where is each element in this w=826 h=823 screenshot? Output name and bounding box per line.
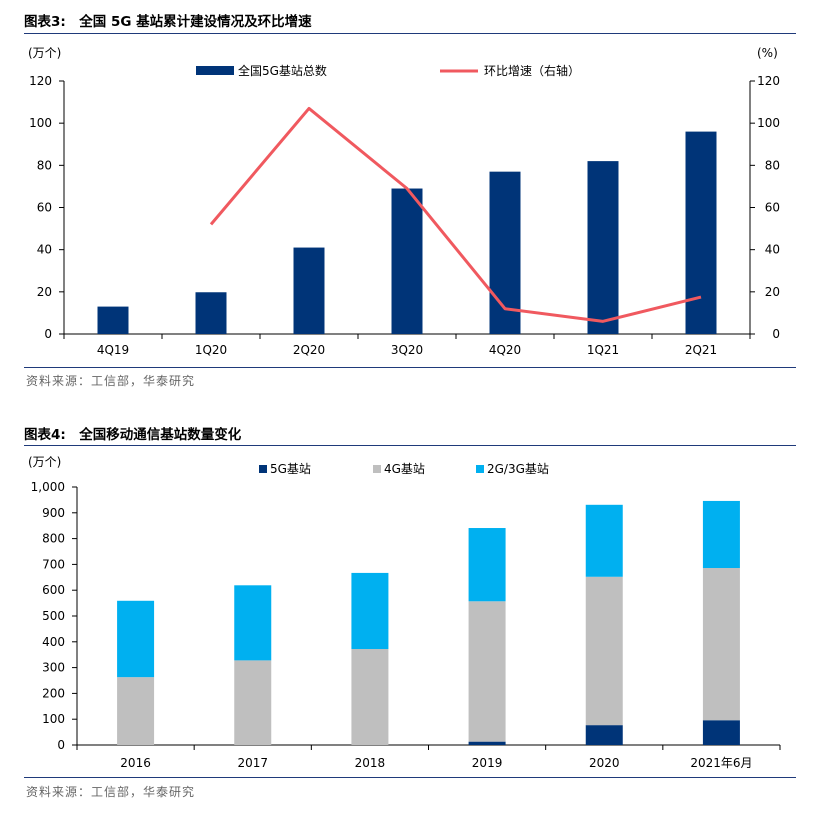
y-tick-label: 300 [42,661,65,675]
left-tick-label: 100 [29,116,52,130]
figure3-title-rule [24,33,796,34]
x-tick-label: 2016 [120,756,151,770]
bar-segment-4g [234,660,272,745]
figure4-bottom-rule [24,777,796,778]
left-tick-label: 20 [37,285,52,299]
x-tick-label: 2Q21 [685,343,717,357]
bar-segment-5g [585,725,623,745]
legend-swatch-5g-total [196,66,234,75]
right-tick-label: 20 [765,285,780,299]
x-tick-label: 1Q20 [195,343,227,357]
x-tick-label: 2017 [237,756,268,770]
y-tick-label: 100 [42,712,65,726]
x-tick-label: 4Q20 [489,343,521,357]
left-tick-label: 80 [37,158,52,172]
left-tick-label: 60 [37,201,52,215]
figure3-title: 图表3: 全国 5G 基站累计建设情况及环比增速 [24,14,312,30]
figure3-chart: 0 20 40 60 80 100 120 0 20 40 60 80 100 120 (万个) (%) 4Q1… [28,46,780,357]
bar-segment-2g3g [117,600,155,678]
left-tick-label: 40 [37,243,52,257]
left-tick-label: 0 [44,327,52,341]
legend-swatch [259,465,267,473]
legend-swatch [373,465,381,473]
bar-segment-4g [702,568,740,721]
bar-5g-total [587,161,619,334]
bar-segment-2g3g [468,528,506,602]
figure3-source: 资料来源：工信部，华泰研究 [26,374,196,388]
legend-label: 4G基站 [384,462,425,476]
x-tick-label: 4Q19 [97,343,129,357]
figure4-title: 图表4: 全国移动通信基站数量变化 [24,427,242,443]
bar-segment-4g [468,601,506,742]
legend-label-5g-total: 全国5G基站总数 [238,63,327,78]
right-tick-label: 0 [772,327,780,341]
bar-segment-2g3g [351,572,389,650]
right-tick-label: 80 [765,158,780,172]
y-tick-label: 800 [42,532,65,546]
left-tick-label: 120 [29,74,52,88]
growth-rate-line [209,106,702,323]
bar-segment-4g [585,576,623,726]
y-tick-label: 900 [42,506,65,520]
bar-segment-4g [351,649,389,745]
y-tick-label: 500 [42,609,65,623]
bar-segment-4g [117,677,155,745]
legend-label-growth: 环比增速（右轴） [484,63,580,78]
x-tick-label: 2021年6月 [690,756,752,770]
y-tick-label: 1,000 [31,480,65,494]
x-tick-label: 2020 [589,756,620,770]
bar-5g-total [97,306,129,334]
bar-5g-total [293,247,325,334]
bar-segment-5g [468,741,506,745]
bar-segment-2g3g [702,500,740,569]
bar-5g-total [391,188,423,334]
x-tick-label: 2019 [472,756,503,770]
y-tick-label: 600 [42,583,65,597]
right-tick-label: 120 [757,74,780,88]
y-tick-label: 200 [42,686,65,700]
x-tick-label: 2Q20 [293,343,325,357]
x-tick-label: 3Q20 [391,343,423,357]
bar-segment-2g3g [234,585,272,661]
figure4-source: 资料来源：工信部，华泰研究 [26,785,196,799]
bar-5g-total [195,292,227,334]
y-tick-label: 0 [57,738,65,752]
x-tick-label: 2018 [355,756,386,770]
legend-swatch [476,465,484,473]
right-tick-label: 60 [765,201,780,215]
right-tick-label: 100 [757,116,780,130]
y-tick-label: 400 [42,635,65,649]
y-axis-unit: (万个) [28,455,61,469]
x-tick-label: 1Q21 [587,343,619,357]
figure3-bottom-rule [24,367,796,368]
bar-segment-5g [702,720,740,745]
right-tick-label: 40 [765,243,780,257]
y-tick-label: 700 [42,557,65,571]
legend-label: 2G/3G基站 [487,462,549,476]
figure4-title-rule [24,445,796,446]
left-axis-unit: (万个) [28,46,61,60]
bar-segment-2g3g [585,504,623,577]
right-axis-unit: (%) [757,46,778,60]
legend-label: 5G基站 [270,462,311,476]
